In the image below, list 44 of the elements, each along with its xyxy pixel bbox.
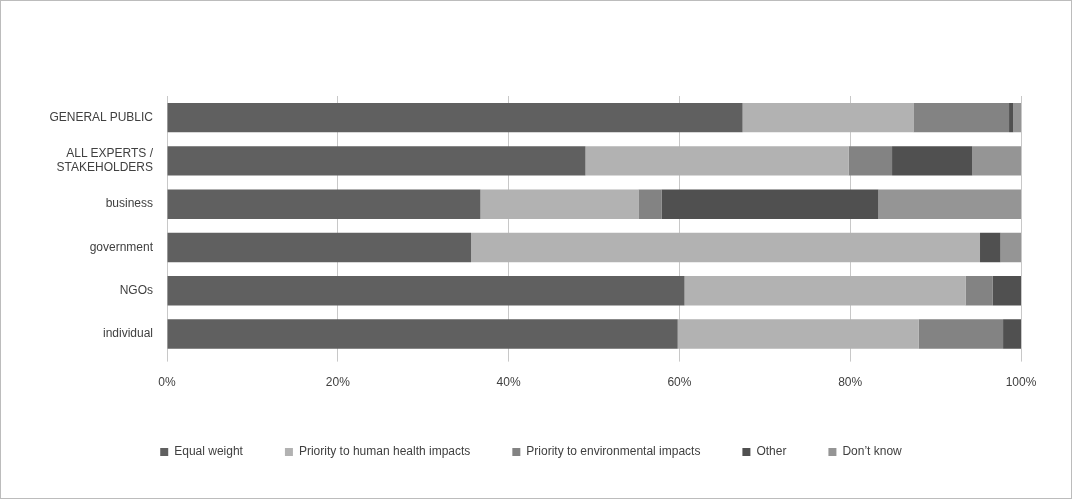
y-tick-label: GENERAL PUBLIC bbox=[49, 109, 154, 124]
bar bbox=[167, 189, 481, 219]
bar bbox=[677, 319, 919, 349]
x-tick-label: 100% bbox=[1005, 375, 1037, 390]
bar bbox=[1013, 102, 1021, 133]
bar bbox=[638, 189, 662, 219]
y-tick-label: business bbox=[105, 196, 154, 211]
legend-label: Priority to environmental impacts bbox=[526, 444, 701, 459]
bar bbox=[918, 319, 1004, 349]
bar bbox=[167, 232, 472, 263]
bar bbox=[684, 275, 966, 306]
x-tick-label: 80% bbox=[838, 375, 863, 390]
legend-label: Don’t know bbox=[842, 444, 903, 459]
bar bbox=[972, 146, 1021, 176]
bar bbox=[742, 102, 914, 133]
y-tick-label: NGOs bbox=[119, 283, 154, 298]
bar bbox=[471, 232, 981, 263]
bar bbox=[878, 189, 1021, 219]
bar bbox=[980, 232, 1001, 263]
legend-label: Other bbox=[756, 444, 787, 459]
bar bbox=[965, 275, 993, 306]
x-tick-label: 60% bbox=[667, 375, 692, 390]
bar bbox=[848, 146, 893, 176]
bar bbox=[167, 275, 685, 306]
y-tick-label: individual bbox=[102, 326, 154, 341]
bar bbox=[1000, 232, 1021, 263]
bar bbox=[480, 189, 639, 219]
bar bbox=[913, 102, 1010, 133]
y-tick-label: ALL EXPERTS / STAKEHOLDERS bbox=[56, 146, 154, 175]
x-tick-label: 0% bbox=[158, 375, 177, 390]
y-tick-label: government bbox=[89, 239, 154, 254]
bar bbox=[1003, 319, 1021, 349]
legend-label: Equal weight bbox=[174, 444, 244, 459]
bar bbox=[661, 189, 879, 219]
bar bbox=[167, 319, 678, 349]
bar bbox=[585, 146, 849, 176]
bar bbox=[1009, 102, 1014, 133]
x-tick-label: 40% bbox=[496, 375, 521, 390]
bar bbox=[992, 275, 1021, 306]
bar bbox=[167, 146, 586, 176]
bar bbox=[167, 102, 743, 133]
x-tick-label: 20% bbox=[325, 375, 351, 390]
bar bbox=[892, 146, 973, 176]
legend-label: Priority to human health impacts bbox=[298, 444, 471, 459]
